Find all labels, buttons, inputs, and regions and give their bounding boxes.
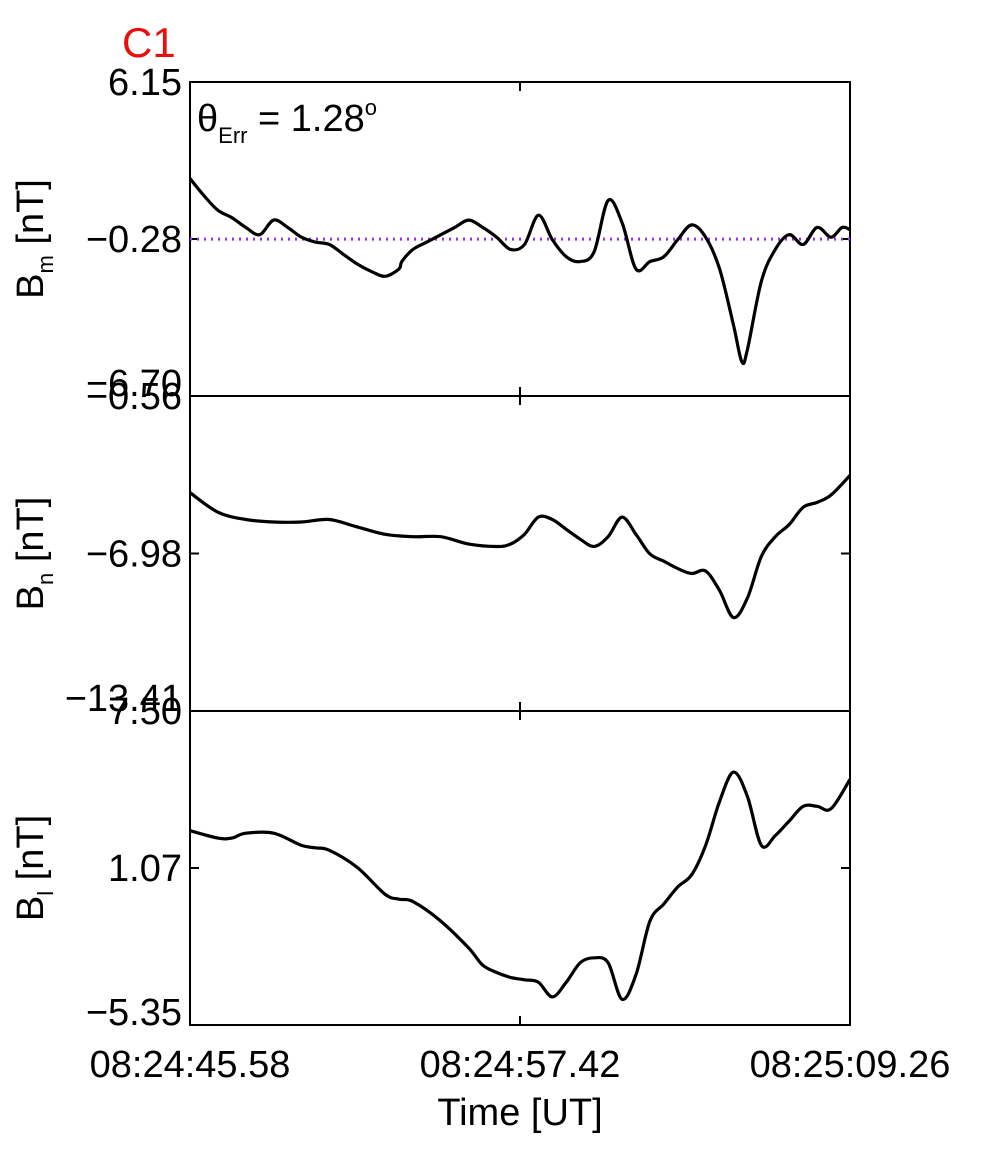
y-tick-label: −0.56 xyxy=(86,376,182,418)
x-axis-ticks: 08:24:45.58 08:24:57.42 08:25:09.26 xyxy=(90,1044,951,1086)
x-tick-label: 08:24:45.58 xyxy=(90,1044,291,1086)
x-tick-label: 08:25:09.26 xyxy=(750,1044,951,1086)
panel-bm: 6.15 −0.28 −6.70 Bm [nT] xyxy=(10,62,851,405)
x-tick-label: 08:24:57.42 xyxy=(420,1044,621,1086)
y-tick-label: −5.35 xyxy=(86,992,182,1034)
y-tick-label: 1.07 xyxy=(108,848,182,890)
annotation-theta-err: θErr = 1.28o xyxy=(197,95,377,148)
panel-bn: −0.56 −6.98 −13.41 Bn [nT] xyxy=(10,376,851,720)
y-tick-label: −6.70 xyxy=(86,363,182,405)
y-tick-label: −13.41 xyxy=(65,678,182,720)
y-tick-label: 7.50 xyxy=(108,691,182,733)
x-axis-label: Time [UT] xyxy=(437,1092,602,1134)
y-axis-label: Bl [nT] xyxy=(10,815,58,921)
y-tick-label: 6.15 xyxy=(108,62,182,104)
y-tick-label: −0.28 xyxy=(86,219,182,261)
panel-frame xyxy=(189,395,851,712)
series-line xyxy=(190,177,850,366)
figure-title: C1 xyxy=(122,19,176,66)
series-line xyxy=(190,474,850,620)
y-axis-label: Bm [nT] xyxy=(10,179,58,299)
series-line xyxy=(190,770,850,1001)
panel-bl: 7.50 1.07 −5.35 Bl [nT] xyxy=(10,691,851,1034)
y-axis-label: Bn [nT] xyxy=(10,497,58,611)
y-tick-label: −6.98 xyxy=(86,534,182,576)
